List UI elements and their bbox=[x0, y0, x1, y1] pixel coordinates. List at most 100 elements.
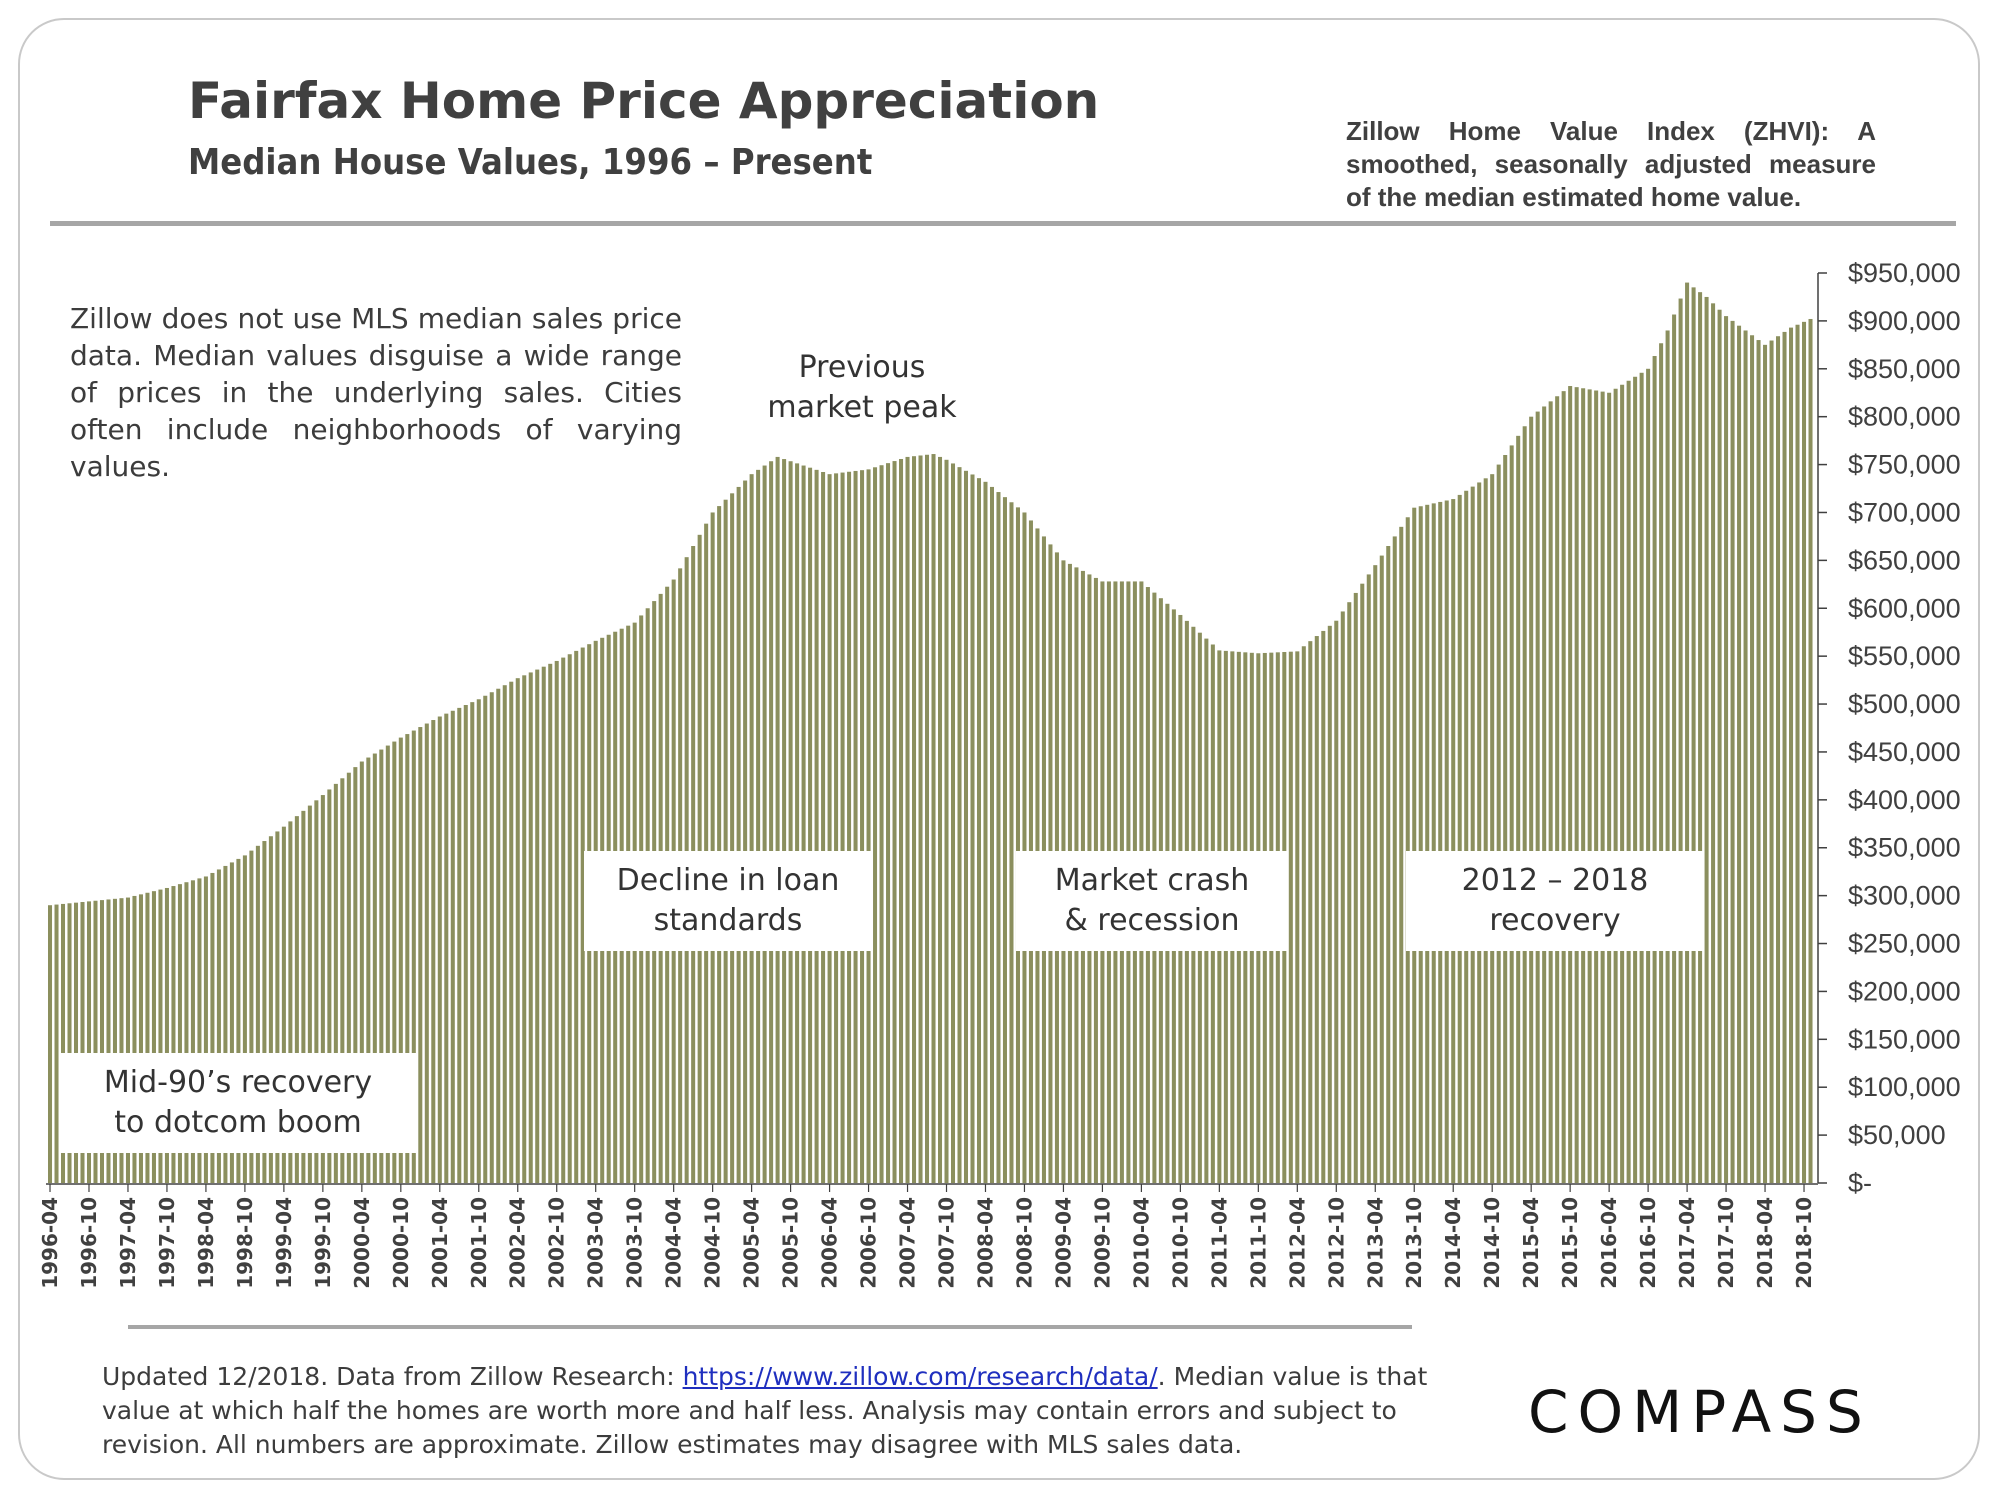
previous-peak-line-1: Previous bbox=[798, 350, 926, 385]
y-tick-label: $- bbox=[1848, 1168, 1872, 1198]
x-tick-label: 2018-10 bbox=[1792, 1197, 1816, 1289]
footer-suffix: . Median value is that value at which ha… bbox=[102, 1362, 1428, 1459]
x-tick-label: 2018-04 bbox=[1753, 1197, 1777, 1289]
bar bbox=[1347, 602, 1352, 1183]
bar bbox=[970, 474, 975, 1184]
bar bbox=[346, 772, 351, 1183]
x-tick-label: 2014-10 bbox=[1480, 1197, 1504, 1289]
methodology-note: Zillow does not use MLS median sales pri… bbox=[70, 302, 682, 483]
bar bbox=[93, 900, 98, 1183]
bar bbox=[210, 872, 215, 1183]
bar bbox=[749, 474, 754, 1183]
bar bbox=[190, 880, 195, 1183]
x-tick-label: 2010-04 bbox=[1129, 1197, 1153, 1289]
x-tick-label: 1998-10 bbox=[233, 1197, 257, 1289]
bar bbox=[184, 882, 189, 1183]
bar bbox=[1295, 651, 1300, 1183]
bar bbox=[294, 816, 299, 1183]
callout-loan-line-2: standards bbox=[653, 903, 803, 938]
bar bbox=[1711, 303, 1716, 1184]
bar bbox=[1457, 494, 1462, 1183]
bar bbox=[1581, 388, 1586, 1183]
bar bbox=[1399, 526, 1404, 1183]
bar bbox=[1490, 474, 1495, 1183]
bar bbox=[1594, 390, 1599, 1183]
bar bbox=[808, 467, 813, 1183]
bar bbox=[372, 753, 377, 1183]
bar bbox=[944, 459, 949, 1183]
zillow-data-link[interactable]: https://www.zillow.com/research/data/ bbox=[682, 1362, 1158, 1391]
bar bbox=[1464, 490, 1469, 1183]
bar bbox=[782, 459, 787, 1183]
bar bbox=[1503, 455, 1508, 1183]
bar bbox=[775, 456, 780, 1183]
bar bbox=[1691, 287, 1696, 1183]
x-tick-label: 2011-10 bbox=[1246, 1197, 1270, 1289]
bar bbox=[177, 884, 182, 1183]
bar bbox=[950, 463, 956, 1184]
x-tick-label: 2014-04 bbox=[1441, 1197, 1465, 1289]
bar bbox=[795, 463, 800, 1183]
x-tick-label: 1997-10 bbox=[155, 1197, 179, 1289]
bar bbox=[963, 470, 969, 1183]
bar bbox=[710, 512, 715, 1183]
bar bbox=[1672, 314, 1677, 1183]
bar bbox=[528, 672, 533, 1183]
bar bbox=[1769, 340, 1774, 1183]
x-tick-label: 2011-04 bbox=[1207, 1197, 1231, 1289]
x-tick-label: 1998-04 bbox=[194, 1197, 218, 1289]
bar bbox=[931, 454, 936, 1183]
bar bbox=[788, 461, 793, 1184]
bar bbox=[359, 761, 364, 1183]
callout-dotcom-line-1: Mid-90’s recovery bbox=[103, 1065, 373, 1100]
bar bbox=[444, 713, 449, 1183]
bar bbox=[1451, 499, 1456, 1183]
x-tick-label: 1996-10 bbox=[77, 1197, 101, 1289]
bar bbox=[1314, 636, 1319, 1183]
x-tick-label: 2003-10 bbox=[623, 1197, 647, 1289]
bar bbox=[580, 647, 585, 1183]
bar bbox=[886, 463, 891, 1183]
y-tick-label: $250,000 bbox=[1848, 929, 1961, 959]
bar bbox=[1535, 411, 1540, 1184]
y-tick-label: $650,000 bbox=[1848, 545, 1961, 575]
bar bbox=[385, 745, 390, 1183]
y-tick-label: $500,000 bbox=[1848, 689, 1961, 719]
previous-peak-line-2: market peak bbox=[767, 390, 957, 425]
x-axis: 1996-04 1996-10 1997-04 1997-10 1998-04 1998-… bbox=[38, 1183, 1818, 1289]
bar bbox=[938, 456, 943, 1183]
previous-peak-label: Previous market peak bbox=[712, 348, 1012, 428]
bar bbox=[756, 469, 761, 1184]
bar bbox=[1652, 356, 1657, 1183]
bar bbox=[762, 465, 767, 1183]
bar bbox=[1015, 507, 1020, 1183]
compass-logo: COMPASS bbox=[1528, 1378, 1872, 1446]
bar bbox=[515, 678, 520, 1183]
bar bbox=[1444, 500, 1449, 1183]
bar bbox=[1802, 321, 1807, 1184]
bar bbox=[769, 461, 774, 1184]
bar bbox=[860, 470, 865, 1183]
header-divider bbox=[50, 221, 1956, 226]
bar bbox=[1477, 482, 1482, 1184]
bar bbox=[1288, 651, 1293, 1183]
bar bbox=[340, 778, 345, 1183]
bar bbox=[827, 474, 832, 1183]
bar bbox=[268, 836, 273, 1183]
bar bbox=[743, 480, 748, 1183]
bar bbox=[1613, 388, 1618, 1183]
bar bbox=[1574, 387, 1579, 1183]
bar bbox=[353, 767, 358, 1183]
x-tick-label: 2009-10 bbox=[1090, 1197, 1114, 1289]
bar bbox=[301, 810, 306, 1183]
x-tick-label: 2010-10 bbox=[1168, 1197, 1192, 1289]
bar bbox=[1659, 343, 1664, 1183]
x-tick-label: 2013-04 bbox=[1363, 1197, 1387, 1289]
callout-market-crash: Market crash & recession bbox=[1016, 851, 1288, 951]
bar bbox=[158, 889, 163, 1183]
bar bbox=[925, 454, 930, 1183]
bar bbox=[989, 486, 994, 1183]
y-tick-label: $700,000 bbox=[1848, 497, 1961, 527]
bar bbox=[496, 688, 501, 1183]
bar bbox=[1022, 512, 1027, 1183]
